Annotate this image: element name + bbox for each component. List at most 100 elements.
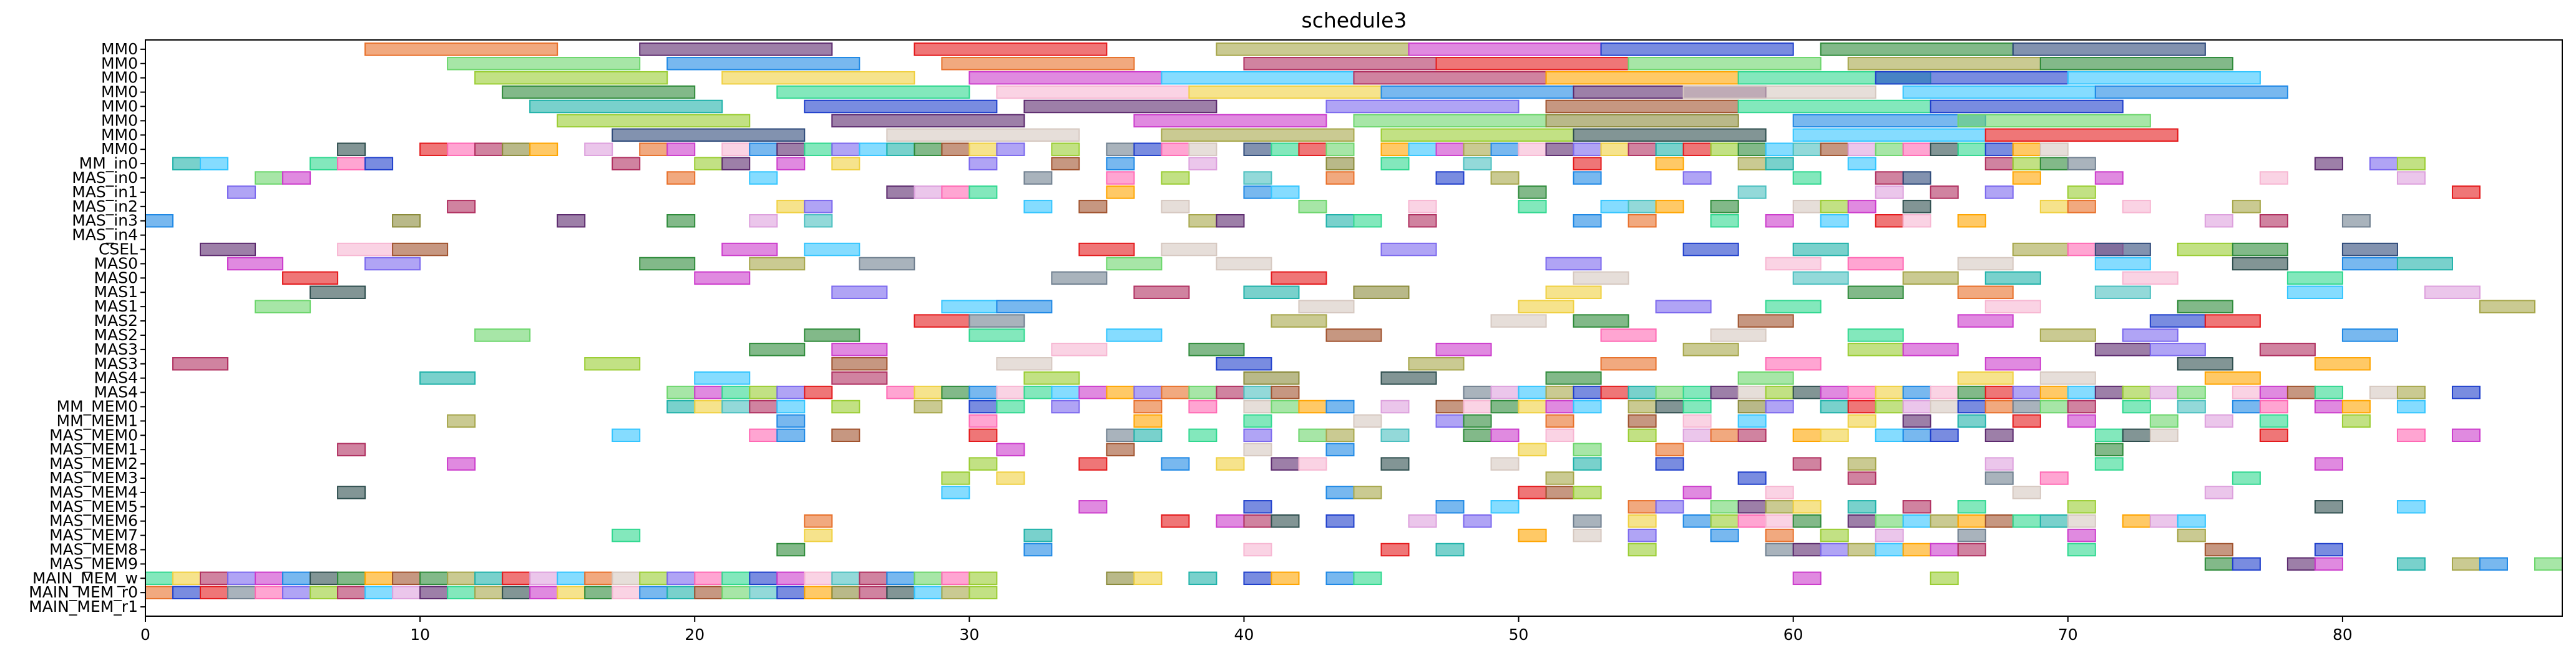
task-bar — [1737, 500, 1767, 514]
task-bar — [2039, 400, 2069, 414]
task-bar — [1792, 142, 1822, 156]
task-bar — [1573, 385, 1602, 400]
task-bar — [227, 185, 256, 199]
task-bar — [1792, 514, 1822, 528]
task-bar — [2122, 428, 2151, 443]
task-bar — [1847, 514, 1876, 528]
task-bar — [2259, 414, 2288, 428]
task-bar — [886, 128, 1080, 142]
task-bar — [1930, 543, 1959, 557]
task-bar — [968, 428, 998, 443]
task-bar — [1325, 214, 1355, 228]
task-bar — [1792, 457, 1822, 471]
task-bar — [666, 142, 696, 156]
task-bar — [941, 57, 1135, 71]
task-bar — [447, 457, 476, 471]
y-tick-label: MM0 — [101, 125, 138, 144]
task-bar — [1573, 443, 1602, 456]
task-bar — [1408, 214, 1437, 228]
task-bar — [1325, 400, 1355, 414]
task-bar — [749, 428, 778, 443]
task-bar — [1847, 543, 1876, 557]
task-bar — [1490, 400, 1520, 414]
task-bar — [914, 42, 1108, 56]
task-bar — [2396, 171, 2426, 185]
task-bar — [1325, 443, 1355, 456]
task-bar — [2396, 157, 2426, 170]
task-bar — [1710, 514, 1739, 528]
task-bar — [1133, 571, 1163, 586]
task-bar — [1875, 428, 1904, 443]
task-bar — [1600, 142, 1629, 156]
task-bar — [1353, 71, 1547, 85]
task-bar — [2094, 457, 2124, 471]
task-bar — [1545, 71, 1739, 85]
task-bar — [1957, 500, 1986, 514]
y-tick-label: MAS4 — [94, 369, 138, 387]
task-bar — [2396, 385, 2426, 400]
task-bar — [337, 586, 366, 599]
task-bar — [255, 586, 284, 599]
task-bar — [721, 157, 751, 170]
task-bar — [1051, 400, 1080, 414]
y-tick-label: MAS_in0 — [72, 169, 138, 187]
task-bar — [2314, 557, 2343, 571]
task-bar — [1271, 271, 1327, 285]
task-bar — [1161, 71, 1355, 85]
task-bar — [1847, 343, 1904, 356]
task-bar — [2067, 385, 2096, 400]
task-bar — [282, 586, 311, 599]
task-bar — [1655, 400, 1684, 414]
task-bar — [1957, 285, 2014, 299]
task-bar — [2204, 414, 2233, 428]
task-bar — [2012, 385, 2041, 400]
task-bar — [1161, 385, 1190, 400]
task-bar — [1545, 385, 1574, 400]
task-bar — [1682, 514, 1712, 528]
task-bar — [310, 586, 339, 599]
task-bar — [1325, 486, 1355, 499]
task-bar — [1847, 457, 1876, 471]
task-bar — [1627, 200, 1657, 214]
task-bar — [1161, 171, 1190, 185]
task-bar — [1875, 214, 1904, 228]
y-tick-label: MAS_MEM9 — [49, 554, 138, 572]
task-bar — [1792, 271, 1849, 285]
task-bar — [1820, 42, 2014, 56]
task-bar — [1957, 257, 2014, 271]
task-bar — [1435, 171, 1465, 185]
task-bar — [1490, 457, 1520, 471]
task-bar — [1710, 142, 1739, 156]
task-bar — [2479, 300, 2535, 313]
task-bar — [831, 142, 861, 156]
task-bar — [1463, 514, 1492, 528]
task-bar — [392, 242, 449, 257]
task-bar — [886, 385, 915, 400]
task-bar — [1627, 400, 1657, 414]
task-bars — [145, 42, 2563, 599]
task-bar — [557, 114, 751, 128]
task-bar — [1380, 242, 1437, 257]
task-bar — [1847, 200, 1876, 214]
task-bar — [749, 142, 778, 156]
task-bar — [1216, 214, 1245, 228]
task-bar — [996, 85, 1190, 99]
task-bar — [1765, 543, 1794, 557]
task-bar — [1737, 400, 1767, 414]
task-bar — [1243, 171, 1272, 185]
task-bar — [776, 385, 806, 400]
task-bar — [447, 414, 476, 428]
task-bar — [859, 571, 888, 586]
task-bar — [2232, 385, 2261, 400]
task-bar — [721, 385, 751, 400]
task-bar — [1106, 385, 1135, 400]
task-bar — [1325, 142, 1355, 156]
task-bar — [1573, 457, 1602, 471]
task-bar — [1490, 500, 1520, 514]
task-bar — [584, 357, 641, 371]
y-tick-label: MAS4 — [94, 383, 138, 401]
task-bar — [172, 357, 229, 371]
task-bar — [886, 586, 915, 599]
task-bar — [1490, 142, 1520, 156]
task-bar — [2094, 171, 2124, 185]
